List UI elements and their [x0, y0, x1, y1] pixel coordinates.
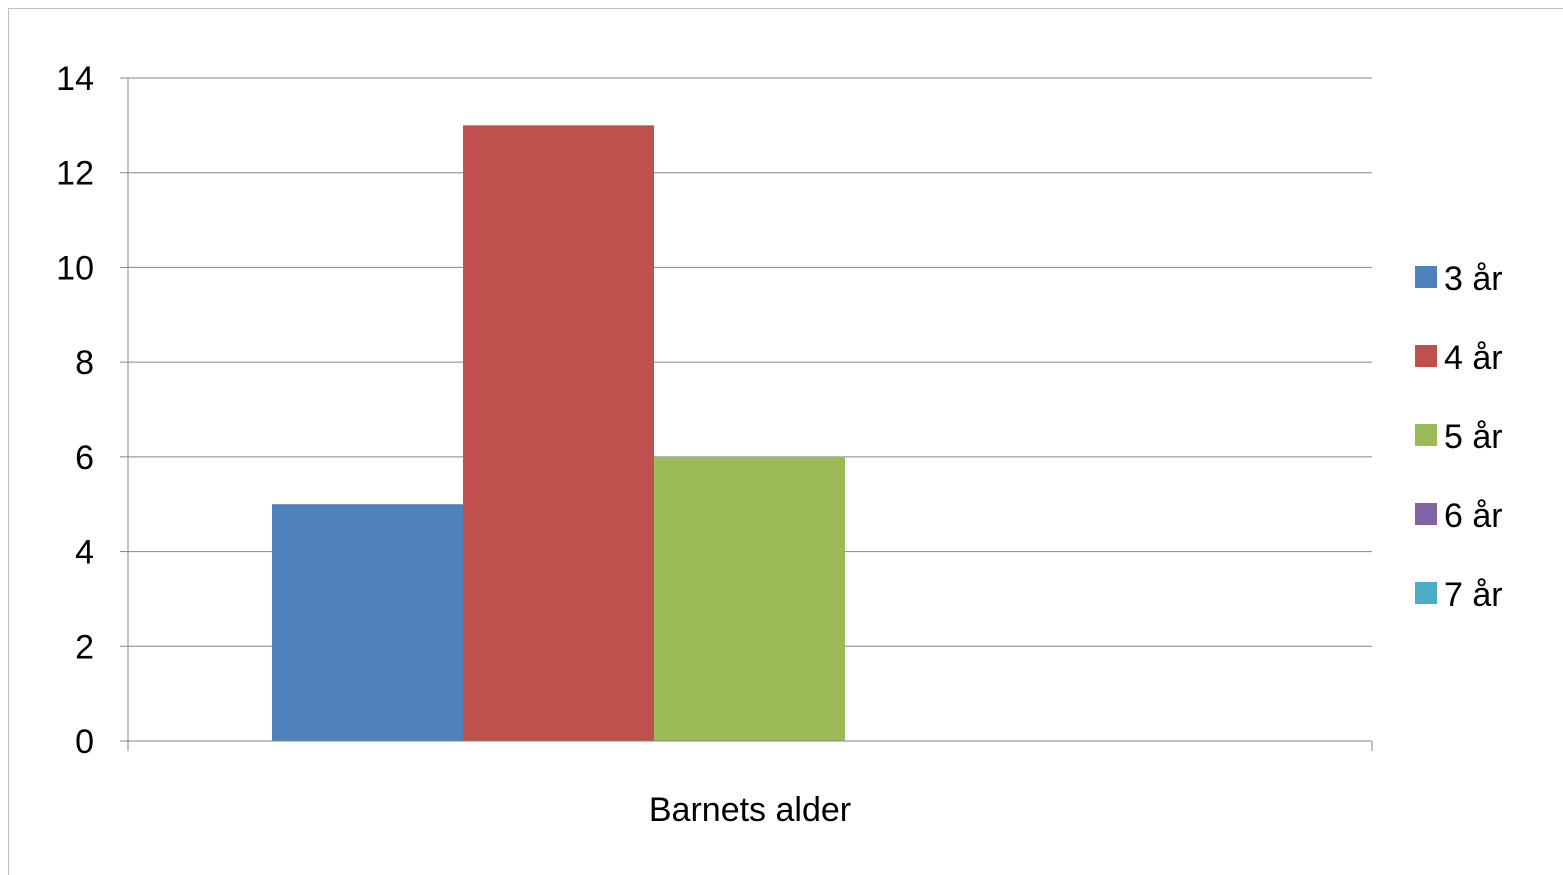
- legend-label: 5 år: [1444, 418, 1503, 456]
- bar-3 år: [272, 504, 463, 741]
- y-tick-label: 0: [75, 723, 94, 761]
- legend: 3 år 4 år 5 år 6 år 7 år: [1415, 260, 1503, 614]
- bar-5 år: [654, 456, 845, 741]
- legend-label: 3 år: [1444, 260, 1503, 298]
- x-category-label: Barnets alder: [649, 791, 851, 829]
- legend-label: 7 år: [1444, 576, 1503, 614]
- y-tick-label: 14: [56, 60, 94, 98]
- legend-swatch: [1415, 345, 1437, 367]
- y-tick-label: 2: [75, 628, 94, 666]
- legend-label: 6 år: [1444, 497, 1503, 535]
- legend-label: 4 år: [1444, 339, 1503, 377]
- axes: [120, 77, 1373, 751]
- x-category-labels: Barnets alder: [649, 791, 851, 829]
- legend-swatch: [1415, 424, 1437, 446]
- y-tick-labels: 0 2 4 6 8 10 12 14: [56, 60, 94, 761]
- y-tick-label: 10: [56, 249, 94, 287]
- y-tick-label: 12: [56, 155, 94, 193]
- bars: [272, 125, 845, 742]
- y-tick-label: 6: [75, 439, 94, 477]
- bar-4 år: [463, 125, 654, 742]
- legend-swatch: [1415, 503, 1437, 525]
- legend-swatch: [1415, 582, 1437, 604]
- chart-frame: [8, 8, 1563, 875]
- y-tick-label: 8: [75, 344, 94, 382]
- legend-swatch: [1415, 266, 1437, 288]
- y-tick-label: 4: [75, 534, 94, 572]
